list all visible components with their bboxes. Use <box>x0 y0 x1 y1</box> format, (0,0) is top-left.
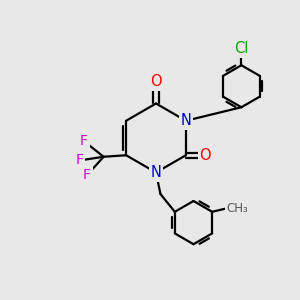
Text: O: O <box>200 148 211 163</box>
Text: F: F <box>83 168 91 182</box>
Text: Cl: Cl <box>234 41 249 56</box>
Text: CH₃: CH₃ <box>226 202 248 215</box>
Text: F: F <box>80 134 88 148</box>
Text: O: O <box>150 74 162 89</box>
Text: N: N <box>151 165 161 180</box>
Text: F: F <box>76 153 84 167</box>
Text: N: N <box>180 113 191 128</box>
